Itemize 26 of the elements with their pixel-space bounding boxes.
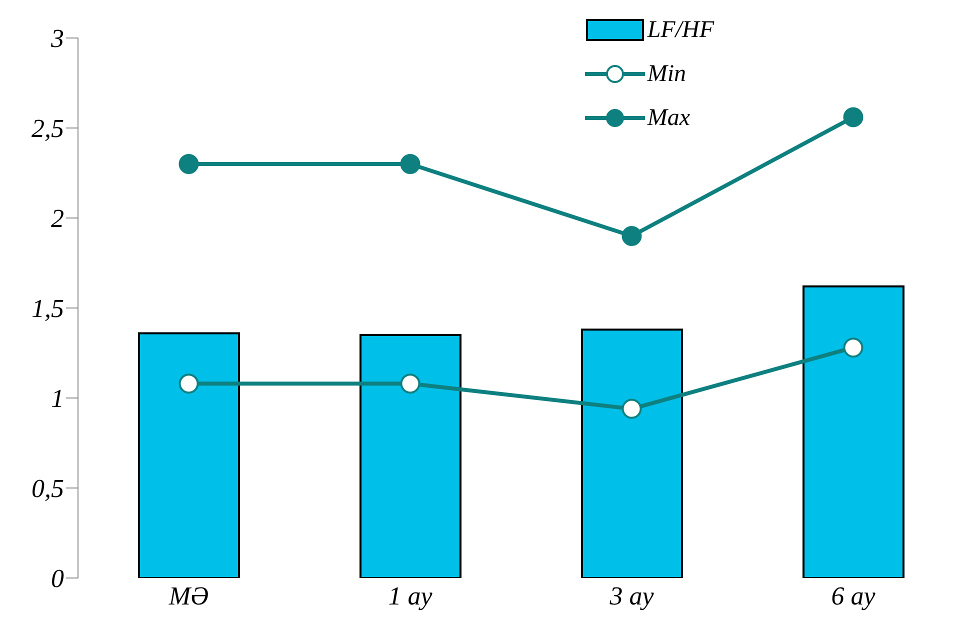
point bbox=[622, 226, 642, 246]
legend-label: Max bbox=[647, 104, 690, 133]
legend-label: LF/HF bbox=[647, 16, 714, 45]
y-tick-label: 0 bbox=[51, 564, 64, 594]
bar bbox=[802, 285, 904, 578]
point bbox=[843, 107, 864, 128]
x-tick-label: 3 ay bbox=[608, 581, 654, 610]
bar bbox=[138, 332, 240, 578]
x-tick-label: 1 ay bbox=[388, 581, 433, 610]
y-tick-label: 2 bbox=[51, 204, 64, 234]
y-tick-label: 2,5 bbox=[32, 114, 64, 144]
point bbox=[178, 154, 199, 174]
y-tick-label: 3 bbox=[50, 24, 64, 54]
y-tick-label: 1 bbox=[51, 384, 64, 414]
point bbox=[400, 154, 420, 174]
point bbox=[622, 398, 642, 419]
y-tick-label: 0,5 bbox=[32, 474, 64, 504]
y-tick-label: 1,5 bbox=[32, 294, 64, 324]
bar bbox=[581, 328, 683, 578]
point bbox=[400, 374, 420, 394]
x-tick-label: МӘ bbox=[168, 581, 209, 610]
point bbox=[178, 374, 199, 394]
legend-label: Min bbox=[647, 60, 686, 89]
point bbox=[843, 338, 864, 358]
bar bbox=[360, 334, 462, 578]
x-tick-label: 6 ay bbox=[831, 581, 876, 610]
